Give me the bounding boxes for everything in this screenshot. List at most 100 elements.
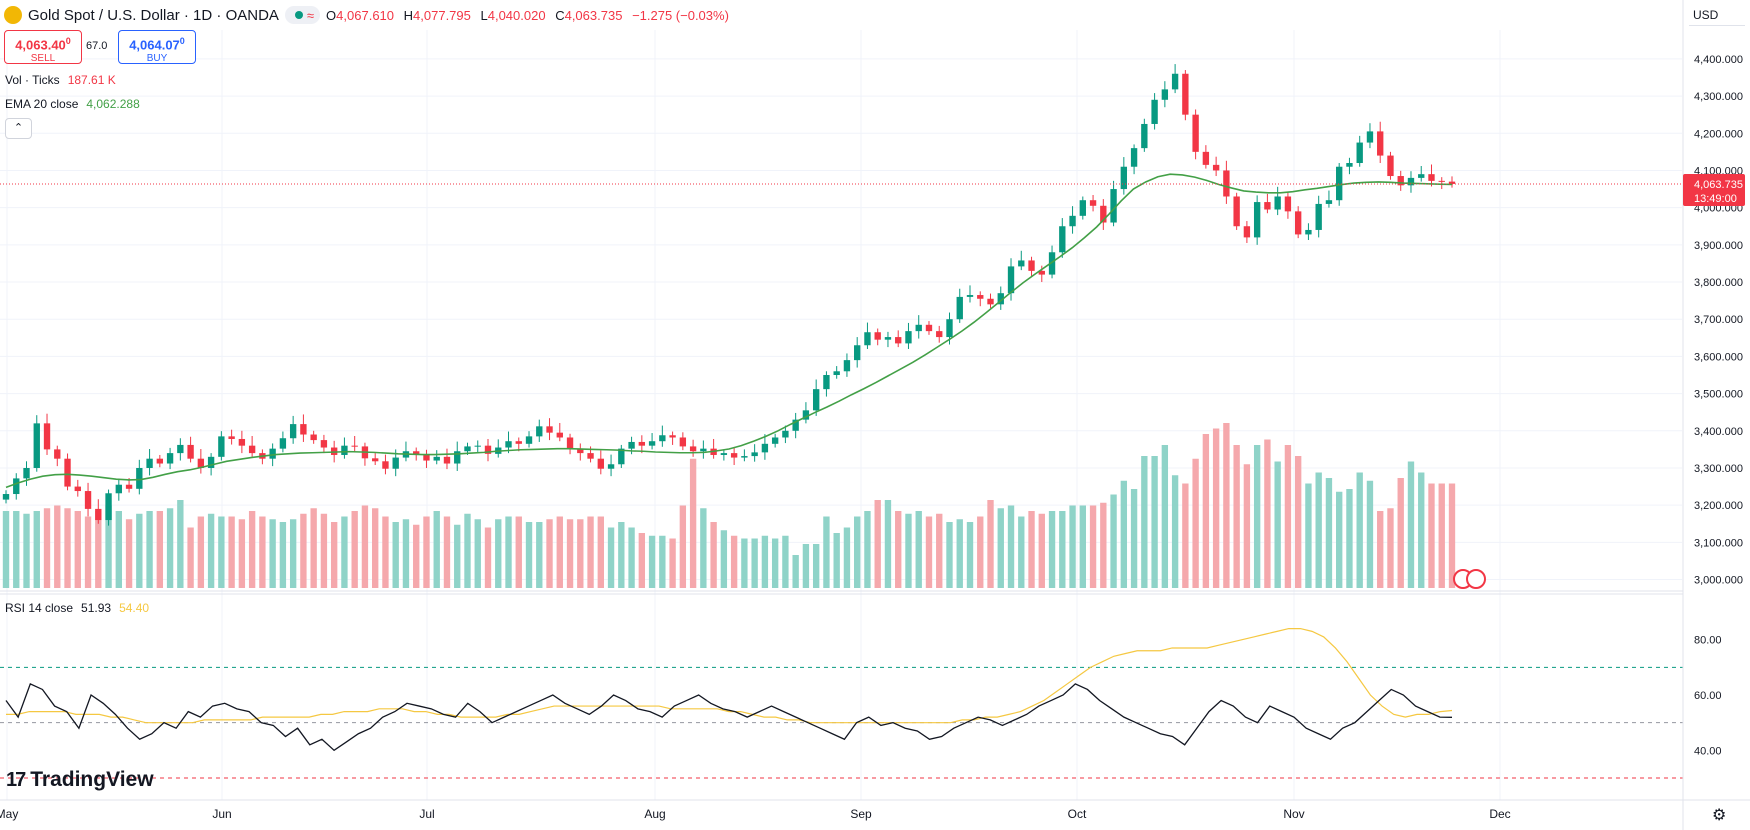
- candle-body: [443, 456, 451, 464]
- candle-body: [874, 332, 881, 340]
- volume-bar: [710, 522, 717, 588]
- volume-bar: [864, 511, 871, 588]
- volume-bar: [207, 513, 215, 588]
- volume-bar: [1223, 423, 1230, 588]
- volume-bar: [536, 522, 543, 588]
- candle-body: [854, 345, 861, 361]
- volume-bar: [248, 511, 256, 588]
- last-price-label: 4,063.735: [1694, 179, 1743, 191]
- volume-bar: [423, 516, 430, 588]
- candle-body: [936, 331, 943, 338]
- volume-bar: [577, 519, 584, 588]
- candle-body: [1325, 200, 1333, 204]
- candle-body: [187, 444, 194, 459]
- candle-body: [1346, 163, 1353, 167]
- price-tick-label: 3,200.000: [1694, 500, 1743, 512]
- us-flag-icon: [1466, 569, 1486, 589]
- volume-bar: [1428, 483, 1435, 588]
- candle-body: [1377, 131, 1384, 156]
- candle-body: [1089, 200, 1097, 206]
- candle-body: [341, 445, 348, 455]
- time-tick-label: Jul: [419, 807, 434, 821]
- time-tick-label: Dec: [1489, 807, 1510, 821]
- candle-body: [1264, 202, 1271, 210]
- volume-bar: [607, 527, 615, 588]
- volume-bar: [1387, 508, 1394, 588]
- candle-body: [1028, 260, 1035, 271]
- countdown-label: 13:49:00: [1694, 193, 1737, 205]
- candle-body: [105, 493, 112, 521]
- price-tick-label: 3,900.000: [1694, 240, 1743, 252]
- price-tick-label: 3,300.000: [1694, 463, 1743, 475]
- candle-body: [679, 437, 687, 447]
- candle-body: [1407, 177, 1415, 186]
- price-tick-label: 4,200.000: [1694, 128, 1743, 140]
- candle-body: [95, 508, 102, 521]
- volume-bar: [1069, 505, 1076, 588]
- volume-bar: [741, 538, 748, 588]
- candle-body: [23, 467, 30, 479]
- time-tick-label: Jun: [212, 807, 231, 821]
- symbol-title[interactable]: Gold Spot / U.S. Dollar · 1D · OANDA: [28, 6, 279, 24]
- volume-indicator-legend[interactable]: Vol · Ticks 187.61 K: [5, 73, 116, 87]
- market-status-pill[interactable]: ≈: [284, 6, 321, 24]
- gear-icon[interactable]: ⚙: [1712, 807, 1727, 824]
- volume-bar: [751, 538, 758, 588]
- candle-body: [946, 319, 953, 338]
- candle-body: [607, 464, 615, 469]
- candle-body: [1274, 196, 1281, 210]
- ema-polyline: [5, 173, 1453, 489]
- volume-bar: [218, 516, 225, 588]
- candle-body: [1110, 189, 1117, 223]
- volume-bar: [1171, 475, 1179, 588]
- volume-bar: [659, 535, 666, 588]
- volume-bar: [505, 516, 512, 588]
- volume-bar: [341, 516, 348, 588]
- volume-bar: [1151, 456, 1158, 588]
- time-tick-label: Sep: [850, 807, 872, 821]
- buy-button[interactable]: 4,064.070 BUY: [118, 30, 196, 64]
- volume-bar: [1130, 489, 1138, 588]
- sell-button[interactable]: 4,063.400 SELL: [4, 30, 82, 64]
- volume-bar: [146, 511, 153, 588]
- collapse-legend-button[interactable]: ⌃: [5, 118, 32, 139]
- price-tick-label: 3,800.000: [1694, 277, 1743, 289]
- volume-bar: [1253, 445, 1261, 588]
- volume-bar: [792, 555, 799, 588]
- candle-body: [638, 441, 646, 446]
- currency-selector[interactable]: USD: [1689, 4, 1745, 26]
- candle-body: [700, 448, 707, 452]
- candle-body: [1243, 226, 1251, 238]
- candle-body: [43, 423, 51, 450]
- volume-bar: [597, 516, 604, 588]
- candle-body: [1305, 229, 1312, 235]
- volume-bar: [1346, 489, 1353, 588]
- volume-bar: [884, 500, 892, 588]
- chart-grid: [0, 30, 1682, 800]
- volume-bar: [474, 519, 481, 588]
- candle-body: [156, 458, 164, 464]
- candle-body: [884, 337, 892, 340]
- volume-bar: [484, 527, 492, 588]
- price-tick-label: 4,300.000: [1694, 91, 1743, 103]
- last-price-badge: [1683, 173, 1745, 206]
- volume-bar: [812, 544, 820, 588]
- volume-bar: [1007, 505, 1015, 588]
- tradingview-logo[interactable]: 17 TradingView: [6, 768, 154, 791]
- volume-bar: [156, 511, 164, 588]
- volume-bar: [95, 511, 102, 588]
- volume-bar: [1407, 461, 1415, 588]
- ema-indicator-legend[interactable]: EMA 20 close 4,062.288: [5, 97, 140, 111]
- candle-body: [1100, 205, 1107, 223]
- rsi-tick-label: 80.00: [1694, 635, 1722, 647]
- rsi-indicator-legend[interactable]: RSI 14 close 51.93 54.40: [5, 601, 150, 615]
- volume-bar: [1418, 472, 1425, 588]
- volume-bar: [546, 519, 553, 588]
- time-tick-label: Nov: [1283, 807, 1304, 821]
- volume-bar: [105, 505, 112, 588]
- volume-bar: [618, 522, 625, 588]
- volume-bar: [997, 508, 1004, 588]
- volume-bar: [454, 524, 461, 588]
- candle-body: [269, 448, 276, 459]
